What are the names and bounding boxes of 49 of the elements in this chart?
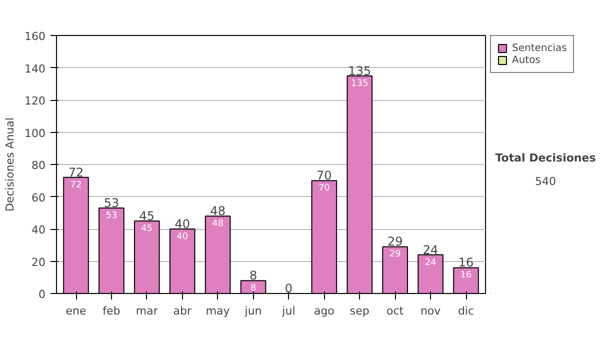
x-tick-label: jul: [281, 304, 296, 318]
y-tick-label: 160: [24, 30, 46, 43]
x-tick-label: ago: [314, 304, 335, 318]
data-label: 45: [141, 224, 153, 234]
data-label: 16: [460, 270, 472, 281]
legend-label: Sentencias: [512, 42, 567, 54]
x-tick-label: abr: [173, 304, 192, 318]
total-label: 16: [458, 256, 474, 270]
total-label: 0: [284, 282, 293, 296]
total-label: 48: [210, 204, 226, 218]
x-tick-label: dic: [458, 304, 474, 318]
data-label: 29: [389, 250, 402, 260]
y-tick-label: 80: [32, 159, 46, 172]
x-tick-label: ene: [66, 304, 86, 318]
x-tick-label: jun: [244, 304, 262, 318]
text: Total Decisiones: [495, 152, 596, 164]
x-tick-label: nov: [420, 304, 442, 318]
data-label: 40: [176, 232, 188, 242]
text: 540: [535, 175, 556, 188]
x-tick-label: mar: [136, 304, 158, 318]
total-label: 40: [174, 217, 190, 231]
y-tick-label: 100: [24, 126, 46, 140]
y-tick-label: 60: [32, 191, 46, 204]
total-label: 135: [348, 64, 372, 78]
data-label: 70: [318, 184, 330, 194]
data-label: 135: [351, 78, 368, 89]
total-label: 53: [104, 196, 120, 210]
data-label: 48: [212, 219, 224, 230]
total-label: 45: [139, 208, 155, 223]
y-tick-label: 120: [24, 94, 46, 108]
x-tick-label: oct: [386, 304, 404, 318]
y-tick-label: 140: [24, 62, 46, 76]
data-label: 53: [106, 211, 118, 222]
y-tick-label: 40: [32, 224, 46, 236]
y-axis-title: Decisiones Anual: [4, 117, 17, 212]
data-label: 24: [424, 258, 437, 268]
x-tick-label: sep: [350, 304, 370, 318]
total-label: 8: [249, 268, 258, 283]
data-label: 72: [70, 180, 82, 190]
total-label: 24: [422, 242, 438, 257]
data-label: 8: [250, 284, 256, 294]
total-label: 70: [316, 168, 332, 183]
y-tick-label: 0: [38, 288, 46, 301]
x-tick-label: may: [206, 304, 230, 318]
x-tick-label: feb: [102, 304, 120, 318]
total-label: 29: [387, 234, 403, 249]
total-label: 72: [68, 165, 84, 180]
y-tick-label: 20: [32, 256, 46, 269]
legend-label: Autos: [512, 54, 540, 66]
